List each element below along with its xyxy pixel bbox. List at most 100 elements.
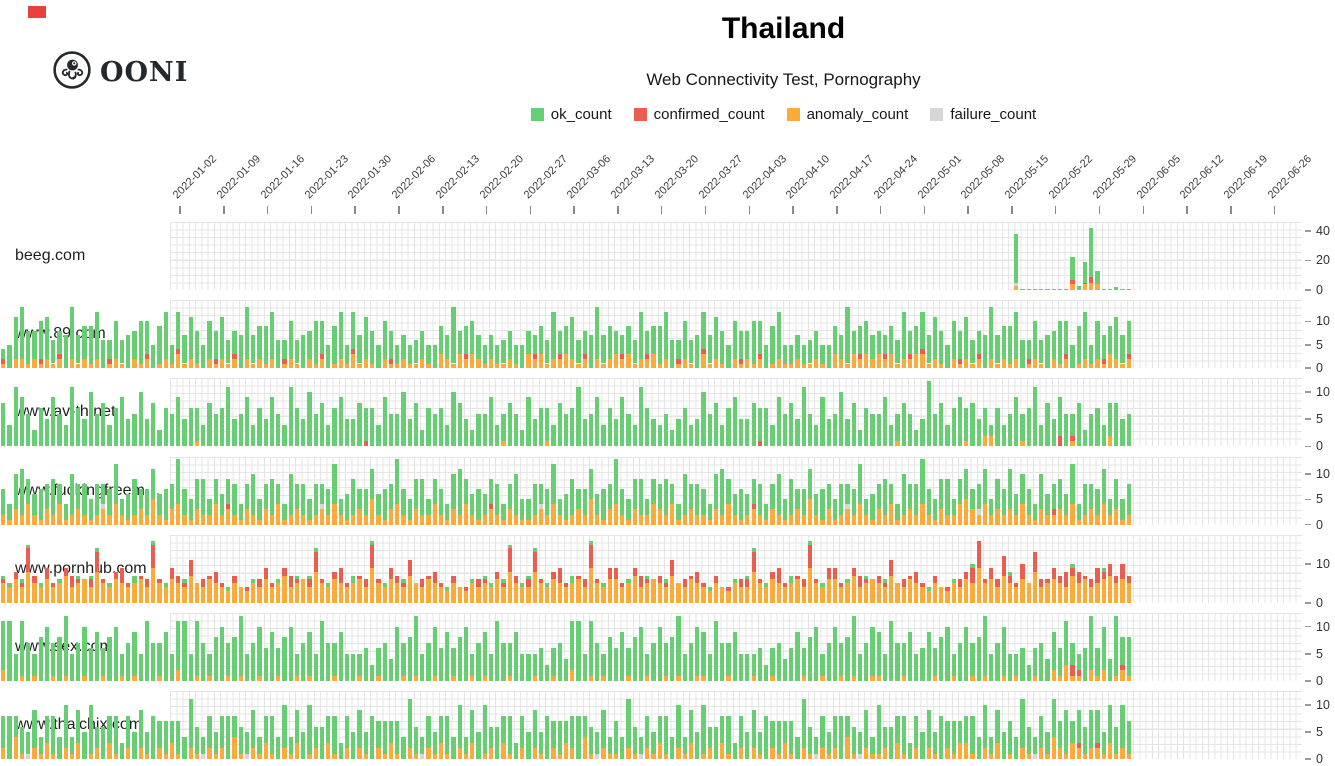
bar-segment-ok_count[interactable]: [957, 721, 963, 743]
bar-segment-ok_count[interactable]: [513, 632, 519, 681]
bar-segment-ok_count[interactable]: [545, 715, 550, 760]
bar-segment-anomaly_count[interactable]: [1032, 358, 1038, 369]
bar-segment-ok_count[interactable]: [563, 494, 569, 520]
bar-segment-ok_count[interactable]: [19, 579, 24, 584]
bar-segment-confirmed_count[interactable]: [907, 575, 913, 580]
bar-segment-anomaly_count[interactable]: [1101, 670, 1106, 681]
bar-segment-ok_count[interactable]: [7, 621, 12, 681]
bar-segment-confirmed_count[interactable]: [32, 575, 37, 584]
bar-segment-ok_count[interactable]: [651, 642, 656, 681]
bar-segment-ok_count[interactable]: [251, 710, 256, 749]
bar-segment-anomaly_count[interactable]: [613, 504, 619, 525]
bar-segment-anomaly_count[interactable]: [413, 509, 419, 525]
bar-segment-confirmed_count[interactable]: [176, 349, 181, 355]
bar-segment-confirmed_count[interactable]: [1014, 583, 1019, 588]
bar-segment-ok_count[interactable]: [638, 626, 644, 681]
bar-segment-anomaly_count[interactable]: [507, 509, 512, 525]
bar-segment-anomaly_count[interactable]: [976, 567, 981, 603]
bar-segment-ok_count[interactable]: [194, 330, 200, 364]
bar-segment-anomaly_count[interactable]: [532, 748, 537, 760]
bar-segment-anomaly_count[interactable]: [626, 748, 631, 760]
bar-segment-ok_count[interactable]: [582, 715, 587, 738]
bar-segment-ok_count[interactable]: [563, 413, 569, 447]
bar-segment-anomaly_count[interactable]: [951, 753, 956, 760]
bar-segment-confirmed_count[interactable]: [107, 358, 112, 364]
bar-segment-ok_count[interactable]: [964, 316, 969, 359]
bar-segment-ok_count[interactable]: [595, 642, 600, 681]
bar-segment-ok_count[interactable]: [989, 499, 994, 515]
bar-segment-ok_count[interactable]: [970, 715, 975, 754]
bar-segment-anomaly_count[interactable]: [313, 514, 318, 525]
bar-segment-ok_count[interactable]: [1089, 484, 1094, 510]
bar-segment-confirmed_count[interactable]: [201, 579, 206, 588]
bar-segment-anomaly_count[interactable]: [839, 514, 844, 525]
bar-segment-anomaly_count[interactable]: [989, 435, 994, 447]
bar-segment-ok_count[interactable]: [839, 484, 844, 515]
bar-segment-anomaly_count[interactable]: [207, 675, 212, 681]
bar-segment-anomaly_count[interactable]: [932, 583, 938, 603]
bar-segment-anomaly_count[interactable]: [420, 514, 425, 525]
bar-segment-ok_count[interactable]: [1064, 494, 1069, 515]
bar-segment-anomaly_count[interactable]: [964, 499, 969, 525]
bar-segment-confirmed_count[interactable]: [1, 358, 6, 364]
bar-segment-ok_count[interactable]: [751, 548, 756, 553]
bar-segment-anomaly_count[interactable]: [688, 509, 694, 525]
bar-segment-ok_count[interactable]: [395, 721, 400, 754]
bar-segment-ok_count[interactable]: [882, 335, 888, 355]
bar-segment-ok_count[interactable]: [357, 489, 362, 510]
bar-segment-confirmed_count[interactable]: [476, 579, 481, 588]
bar-segment-anomaly_count[interactable]: [682, 753, 687, 760]
bar-segment-anomaly_count[interactable]: [482, 514, 487, 525]
bar-segment-ok_count[interactable]: [363, 648, 368, 681]
bar-segment-ok_count[interactable]: [720, 424, 725, 447]
bar-segment-ok_count[interactable]: [151, 540, 156, 545]
bar-segment-ok_count[interactable]: [613, 648, 619, 681]
bar-segment-ok_count[interactable]: [870, 413, 875, 447]
bar-segment-confirmed_count[interactable]: [1039, 579, 1044, 588]
bar-segment-anomaly_count[interactable]: [226, 591, 231, 603]
bar-segment-ok_count[interactable]: [501, 715, 506, 743]
bar-segment-anomaly_count[interactable]: [789, 753, 794, 760]
bar-segment-anomaly_count[interactable]: [401, 587, 406, 603]
bar-segment-ok_count[interactable]: [1082, 261, 1088, 283]
bar-segment-ok_count[interactable]: [294, 408, 300, 447]
bar-segment-ok_count[interactable]: [1051, 330, 1056, 359]
bar-segment-ok_count[interactable]: [632, 479, 637, 510]
bar-segment-ok_count[interactable]: [814, 330, 819, 359]
bar-segment-ok_count[interactable]: [682, 321, 687, 359]
bar-segment-ok_count[interactable]: [101, 340, 106, 369]
bar-segment-anomaly_count[interactable]: [807, 363, 813, 369]
bar-segment-ok_count[interactable]: [538, 325, 544, 355]
bar-segment-ok_count[interactable]: [369, 330, 375, 364]
bar-segment-ok_count[interactable]: [626, 648, 631, 676]
bar-segment-ok_count[interactable]: [107, 637, 112, 681]
bar-segment-anomaly_count[interactable]: [32, 675, 37, 681]
bar-segment-ok_count[interactable]: [269, 479, 275, 515]
bar-segment-ok_count[interactable]: [914, 715, 919, 749]
bar-segment-ok_count[interactable]: [257, 325, 262, 359]
bar-segment-ok_count[interactable]: [476, 642, 481, 681]
bar-segment-ok_count[interactable]: [576, 489, 581, 510]
bar-segment-ok_count[interactable]: [895, 715, 900, 743]
bar-segment-ok_count[interactable]: [388, 659, 393, 681]
bar-segment-anomaly_count[interactable]: [119, 675, 125, 681]
bar-segment-anomaly_count[interactable]: [238, 675, 243, 681]
bar-segment-ok_count[interactable]: [776, 721, 781, 754]
bar-segment-ok_count[interactable]: [82, 626, 87, 676]
bar-segment-anomaly_count[interactable]: [63, 675, 68, 681]
bar-segment-ok_count[interactable]: [839, 715, 844, 760]
bar-segment-ok_count[interactable]: [282, 704, 287, 749]
bar-segment-anomaly_count[interactable]: [244, 591, 250, 603]
bar-segment-ok_count[interactable]: [13, 386, 18, 447]
bar-segment-anomaly_count[interactable]: [1064, 514, 1069, 525]
bar-segment-ok_count[interactable]: [207, 499, 212, 515]
bar-segment-ok_count[interactable]: [1089, 710, 1094, 749]
bar-segment-anomaly_count[interactable]: [470, 514, 475, 525]
bar-segment-ok_count[interactable]: [695, 626, 700, 676]
bar-segment-anomaly_count[interactable]: [451, 509, 456, 525]
bar-segment-ok_count[interactable]: [426, 715, 431, 749]
bar-segment-ok_count[interactable]: [182, 579, 187, 584]
bar-segment-ok_count[interactable]: [557, 721, 562, 754]
bar-segment-anomaly_count[interactable]: [157, 363, 162, 369]
bar-segment-ok_count[interactable]: [801, 699, 806, 749]
